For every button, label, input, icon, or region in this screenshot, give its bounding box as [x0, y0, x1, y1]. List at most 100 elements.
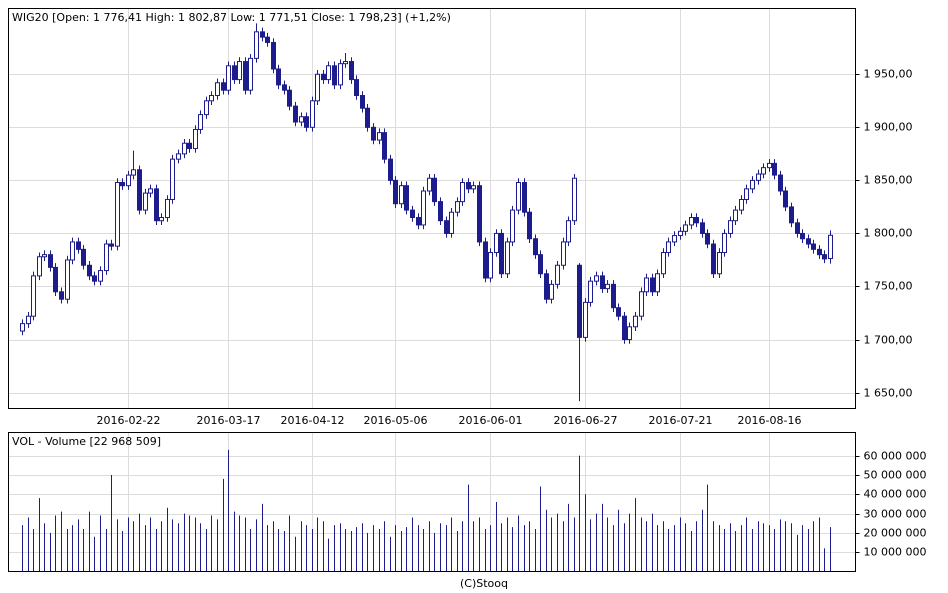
candle-body	[466, 182, 471, 190]
y-tick-label: 1 800,00	[864, 227, 913, 240]
mark-layer: 2016-02-22 2016-03-17 2016-04-12 2016-05-06…	[20, 23, 927, 572]
candle-body	[678, 230, 683, 237]
candle-body	[26, 315, 31, 325]
candle-body	[533, 238, 538, 256]
candle-body	[182, 142, 187, 155]
candle-body	[510, 209, 515, 243]
candle-body	[444, 220, 449, 234]
candle-body	[109, 243, 114, 247]
candle-body	[817, 248, 822, 256]
candle-body	[639, 291, 644, 317]
candle-body	[65, 259, 70, 300]
candle-body	[483, 241, 488, 279]
candle-body	[248, 57, 253, 91]
volume-frame	[8, 432, 856, 572]
candle-body	[410, 209, 415, 219]
candle-body	[605, 283, 610, 290]
candle-body	[455, 201, 460, 213]
candle-body	[683, 224, 688, 232]
candle-body	[600, 275, 605, 290]
candle-body	[505, 241, 510, 275]
y-tick-label: 40 000 000	[864, 488, 927, 501]
grid-layer	[8, 8, 856, 572]
candle-body	[633, 315, 638, 328]
candle-body	[343, 61, 348, 65]
candle-body	[689, 217, 694, 226]
candle-body	[120, 182, 125, 187]
candle-body	[561, 241, 566, 266]
candle-body	[717, 252, 722, 275]
candle-body	[694, 217, 699, 224]
candle-body	[789, 206, 794, 224]
candle-body	[326, 65, 331, 81]
candle-body	[254, 31, 259, 59]
y-tick-label: 1 850,00	[864, 174, 913, 187]
candle-body	[293, 105, 298, 123]
candle-body	[666, 241, 671, 254]
volume-title: VOL - Volume [22 968 509]	[12, 435, 161, 448]
candle-body	[700, 222, 705, 234]
candle-body	[137, 169, 142, 211]
x-tick-label: 2016-05-06	[364, 414, 428, 427]
candle-body	[360, 95, 365, 109]
x-tick-label: 2016-06-27	[554, 414, 618, 427]
candle-body	[800, 232, 805, 240]
candle-body	[555, 264, 560, 285]
x-tick-label: 2016-07-21	[649, 414, 713, 427]
candle-body	[354, 79, 359, 97]
candle-body	[159, 217, 164, 222]
candle-body	[744, 188, 749, 200]
candle-body	[577, 264, 582, 338]
candle-body	[282, 84, 287, 91]
candle-body	[165, 198, 170, 219]
candle-body	[310, 100, 315, 128]
candle-body	[471, 185, 476, 190]
candle-body	[778, 174, 783, 192]
candle-body	[427, 177, 432, 192]
candle-body	[566, 220, 571, 243]
x-tick-label: 2016-03-17	[197, 414, 261, 427]
y-tick-label: 1 700,00	[864, 334, 913, 347]
x-tick-label: 2016-06-01	[459, 414, 523, 427]
candle-body	[650, 277, 655, 293]
candle-body	[583, 301, 588, 338]
candle-body	[243, 61, 248, 91]
candle-body	[421, 190, 426, 226]
candle-body	[382, 132, 387, 160]
candle-body	[393, 179, 398, 205]
candle-body	[416, 217, 421, 226]
candle-body	[204, 100, 209, 116]
price-title: WIG20 [Open: 1 776,41 High: 1 802,87 Low…	[12, 11, 451, 24]
candle-body	[622, 315, 627, 341]
candle-body	[438, 201, 443, 222]
candle-body	[115, 182, 120, 247]
candle-body	[655, 273, 660, 293]
candle-body	[226, 65, 231, 91]
candle-body	[772, 162, 777, 176]
candle-body	[795, 222, 800, 234]
candle-body	[572, 177, 577, 222]
candle-body	[739, 198, 744, 211]
candle-body	[37, 256, 42, 277]
candle-body	[81, 248, 86, 266]
candle-body	[232, 65, 237, 81]
candle-body	[488, 252, 493, 279]
candle-body	[31, 275, 36, 317]
candle-body	[611, 283, 616, 309]
candle-body	[170, 158, 175, 200]
candle-body	[544, 273, 549, 300]
candle-body	[215, 82, 220, 97]
candle-body	[527, 211, 532, 240]
candle-body	[722, 232, 727, 254]
y-tick-label: 1 650,00	[864, 387, 913, 400]
candle-body	[404, 185, 409, 211]
candle-body	[299, 116, 304, 123]
price-frame	[8, 8, 856, 409]
y-tick-label: 50 000 000	[864, 469, 927, 482]
candle-body	[260, 31, 265, 38]
candle-body	[728, 220, 733, 234]
x-tick-label: 2016-04-12	[281, 414, 345, 427]
candle-body	[315, 73, 320, 102]
